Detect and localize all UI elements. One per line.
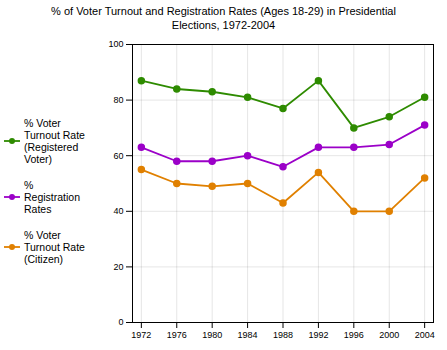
svg-text:80: 80 [113,95,123,105]
svg-text:0: 0 [118,317,123,327]
svg-text:1988: 1988 [273,330,293,340]
svg-text:1972: 1972 [131,330,151,340]
svg-text:2000: 2000 [379,330,399,340]
html-text:% of Voter Turnout and Registr: % of Voter Turnout and Registration Rate… [51,5,396,31]
svg-text:2004: 2004 [415,330,435,340]
html-text:% Registration Rates: % Registration Rates [24,179,80,215]
svg-text:100: 100 [108,39,123,49]
svg-text:60: 60 [113,151,123,161]
svg-text:1976: 1976 [167,330,187,340]
svg-text:1996: 1996 [344,330,364,340]
svg-text:1984: 1984 [238,330,258,340]
html-text:% Voter Turnout Rate (Register: % Voter Turnout Rate (Registered Voter) [24,117,85,165]
html-text:% Voter Turnout Rate (Citizen): % Voter Turnout Rate (Citizen) [24,229,85,265]
svg-text:40: 40 [113,206,123,216]
svg-text:1980: 1980 [202,330,222,340]
svg-text:20: 20 [113,262,123,272]
svg-text:1992: 1992 [308,330,328,340]
